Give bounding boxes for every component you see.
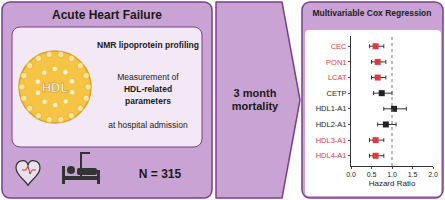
svg-text:N = 315: N = 315	[139, 167, 182, 181]
svg-text:Hazard Ratio: Hazard Ratio	[369, 179, 416, 188]
svg-text:Acute Heart Failure: Acute Heart Failure	[52, 8, 162, 22]
svg-text:at hospital admission: at hospital admission	[108, 120, 188, 130]
svg-text:3 month: 3 month	[234, 87, 277, 99]
svg-text:0.5: 0.5	[367, 171, 377, 178]
svg-text:Measurement of: Measurement of	[117, 72, 179, 82]
svg-text:HDL4-A1: HDL4-A1	[316, 151, 347, 160]
svg-text:HDL: HDL	[42, 80, 69, 95]
svg-text:0.0: 0.0	[346, 171, 356, 178]
svg-text:LCAT: LCAT	[328, 73, 347, 82]
svg-text:mortality: mortality	[232, 100, 279, 112]
svg-text:parameters: parameters	[125, 96, 171, 106]
svg-text:CETP: CETP	[326, 89, 346, 98]
svg-text:HDL2-A1: HDL2-A1	[316, 120, 347, 129]
svg-text:1.5: 1.5	[408, 171, 418, 178]
svg-text:NMR lipoprotein profiling: NMR lipoprotein profiling	[97, 40, 199, 50]
svg-text:PON1: PON1	[326, 58, 346, 67]
svg-text:HDL3-A1: HDL3-A1	[316, 136, 347, 145]
svg-text:2.0: 2.0	[428, 171, 438, 178]
svg-text:HDL1-A1: HDL1-A1	[316, 104, 347, 113]
svg-text:HDL-related: HDL-related	[124, 84, 172, 94]
svg-text:CEC: CEC	[331, 42, 347, 51]
html-text:Multivariable Cox Regression: Multivariable Cox Regression	[312, 8, 432, 18]
svg-text:1.0: 1.0	[387, 171, 397, 178]
